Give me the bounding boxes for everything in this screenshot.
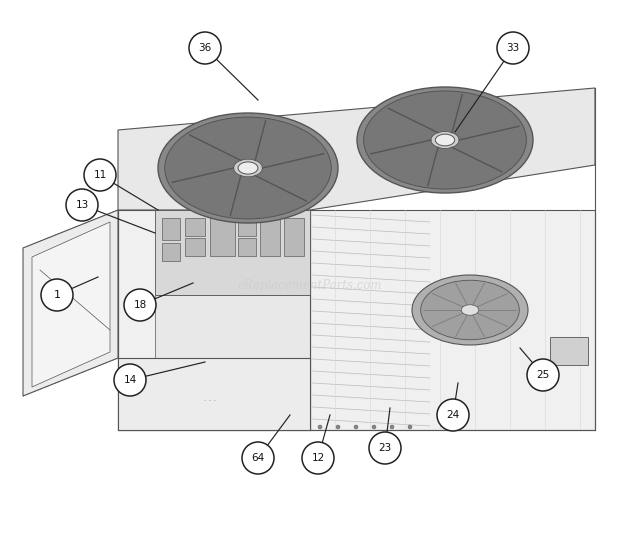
Bar [284,218,304,256]
Circle shape [84,159,116,191]
Polygon shape [23,210,118,396]
Text: eReplacementParts.com: eReplacementParts.com [237,279,383,292]
Bar [185,238,205,256]
Text: 64: 64 [251,453,265,463]
Text: 33: 33 [507,43,520,53]
Bar [238,218,256,236]
Polygon shape [155,295,310,430]
Text: 11: 11 [94,170,107,180]
Circle shape [527,359,559,391]
Text: 13: 13 [76,200,89,210]
Ellipse shape [435,134,454,146]
Polygon shape [118,358,310,430]
Ellipse shape [431,132,459,148]
Circle shape [189,32,221,64]
Bar [260,218,280,256]
Bar [185,218,205,236]
Bar [238,238,256,256]
Polygon shape [155,210,310,295]
Text: 25: 25 [536,370,549,380]
Circle shape [318,425,322,429]
Text: 23: 23 [378,443,392,453]
Circle shape [41,279,73,311]
Circle shape [390,425,394,429]
Ellipse shape [363,91,526,189]
Polygon shape [310,210,595,430]
Circle shape [369,432,401,464]
Circle shape [497,32,529,64]
Text: - - -: - - - [204,397,216,403]
Ellipse shape [357,87,533,193]
Ellipse shape [165,117,331,219]
Circle shape [66,189,98,221]
Circle shape [242,442,274,474]
Circle shape [408,425,412,429]
Text: 12: 12 [311,453,325,463]
Circle shape [372,425,376,429]
Circle shape [302,442,334,474]
Ellipse shape [461,305,479,315]
Ellipse shape [158,113,338,223]
Ellipse shape [412,275,528,345]
Bar [162,218,180,240]
Ellipse shape [238,162,258,174]
Circle shape [114,364,146,396]
Bar [210,218,235,256]
Text: 14: 14 [123,375,136,385]
Circle shape [354,425,358,429]
Text: 24: 24 [446,410,459,420]
Polygon shape [118,210,310,430]
Bar [162,243,180,261]
Circle shape [437,399,469,431]
Text: 1: 1 [53,290,61,300]
Polygon shape [118,88,595,210]
Circle shape [336,425,340,429]
Polygon shape [32,222,110,387]
Text: 18: 18 [133,300,146,310]
Circle shape [124,289,156,321]
Bar [550,337,588,365]
Ellipse shape [234,159,262,177]
Text: 36: 36 [198,43,211,53]
Ellipse shape [421,280,520,340]
